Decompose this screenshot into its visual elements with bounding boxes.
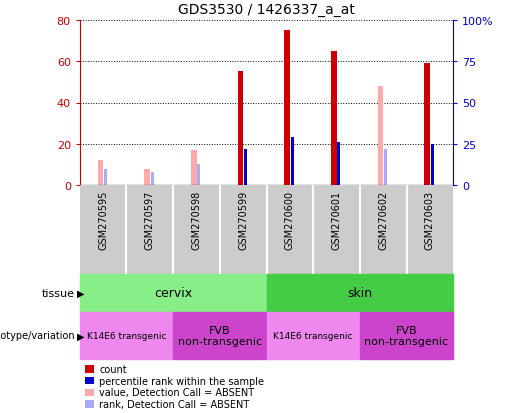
Text: tissue: tissue — [42, 288, 75, 298]
Text: GSM270598: GSM270598 — [192, 190, 201, 249]
Text: count: count — [99, 364, 127, 374]
Bar — [337, 143, 340, 186]
Text: GSM270601: GSM270601 — [332, 190, 341, 249]
Bar — [431, 145, 434, 186]
Text: percentile rank within the sample: percentile rank within the sample — [99, 376, 264, 386]
Bar — [267, 312, 360, 359]
Text: ▶: ▶ — [77, 288, 85, 298]
Bar — [284, 31, 290, 186]
Text: genotype/variation: genotype/variation — [0, 330, 75, 341]
Text: rank, Detection Call = ABSENT: rank, Detection Call = ABSENT — [99, 399, 250, 409]
Bar — [197, 164, 200, 186]
Text: K14E6 transgenic: K14E6 transgenic — [273, 331, 353, 340]
Text: GSM270600: GSM270600 — [285, 190, 295, 249]
Bar — [237, 72, 243, 186]
Bar — [144, 169, 150, 186]
Bar — [80, 312, 173, 359]
Bar — [191, 151, 197, 186]
Bar — [104, 169, 107, 186]
Text: FVB
non-transgenic: FVB non-transgenic — [178, 325, 262, 347]
Text: GSM270595: GSM270595 — [98, 190, 108, 249]
Bar — [290, 138, 294, 186]
Bar — [244, 150, 247, 186]
Text: ▶: ▶ — [77, 330, 85, 341]
Text: FVB
non-transgenic: FVB non-transgenic — [365, 325, 449, 347]
Bar — [173, 312, 267, 359]
Bar — [150, 173, 154, 186]
Text: GSM270597: GSM270597 — [145, 190, 155, 249]
Text: GSM270602: GSM270602 — [378, 190, 388, 249]
Text: cervix: cervix — [154, 287, 192, 300]
Bar — [377, 87, 383, 186]
Bar — [237, 140, 243, 186]
Bar — [331, 52, 336, 186]
Bar — [97, 161, 103, 186]
Bar — [244, 150, 247, 186]
Text: K14E6 transgenic: K14E6 transgenic — [87, 331, 166, 340]
Bar — [360, 312, 453, 359]
Bar — [424, 64, 430, 186]
Text: skin: skin — [347, 287, 372, 300]
Text: GSM270599: GSM270599 — [238, 190, 248, 249]
Bar — [267, 275, 453, 312]
Bar — [384, 150, 387, 186]
Title: GDS3530 / 1426337_a_at: GDS3530 / 1426337_a_at — [178, 3, 355, 17]
Text: GSM270603: GSM270603 — [425, 190, 435, 249]
Bar — [80, 275, 267, 312]
Text: value, Detection Call = ABSENT: value, Detection Call = ABSENT — [99, 387, 254, 397]
